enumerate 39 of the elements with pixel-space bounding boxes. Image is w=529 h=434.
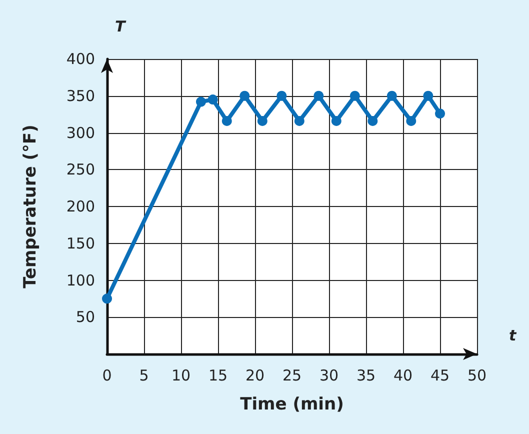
x-tick-label: 40 (393, 366, 413, 384)
point (331, 116, 342, 126)
x-tick-label: 10 (171, 366, 191, 384)
y-tick-label: 200 (66, 198, 95, 216)
point (208, 94, 218, 105)
x-tick-label: 5 (139, 366, 149, 384)
point (222, 116, 232, 126)
x-tick-label: 20 (245, 366, 265, 384)
point (102, 294, 112, 304)
point (406, 116, 416, 126)
point (257, 116, 268, 126)
point (350, 90, 360, 101)
x-tick-label: 45 (430, 366, 450, 384)
point (276, 90, 287, 101)
y-tick-label: 150 (66, 234, 95, 252)
point (196, 96, 206, 107)
x-axis-title: Time (min) (240, 394, 344, 414)
point (314, 90, 324, 101)
y-axis-title: Temperature (°F) (20, 124, 40, 288)
x-tick-label: 50 (467, 366, 487, 384)
text: T (115, 18, 127, 36)
point (294, 116, 304, 126)
x-tick-label: 0 (102, 366, 112, 384)
y-tick-label: 250 (66, 160, 95, 179)
y-tick-label: 300 (66, 124, 95, 142)
point (368, 116, 378, 126)
y-tick-label: 50 (76, 308, 95, 326)
point (423, 90, 434, 101)
y-tick-label: 100 (66, 271, 95, 290)
point (386, 90, 397, 101)
x-tick-label: 30 (319, 366, 339, 384)
x-tick-label: 25 (282, 366, 302, 384)
x-tick-label: 35 (356, 366, 376, 384)
point (435, 108, 445, 119)
x-tick-label: 15 (208, 366, 228, 384)
y-tick-label: 400 (66, 50, 95, 68)
y-tick-label: 350 (66, 86, 95, 105)
text: t (509, 326, 517, 344)
point (240, 90, 250, 101)
